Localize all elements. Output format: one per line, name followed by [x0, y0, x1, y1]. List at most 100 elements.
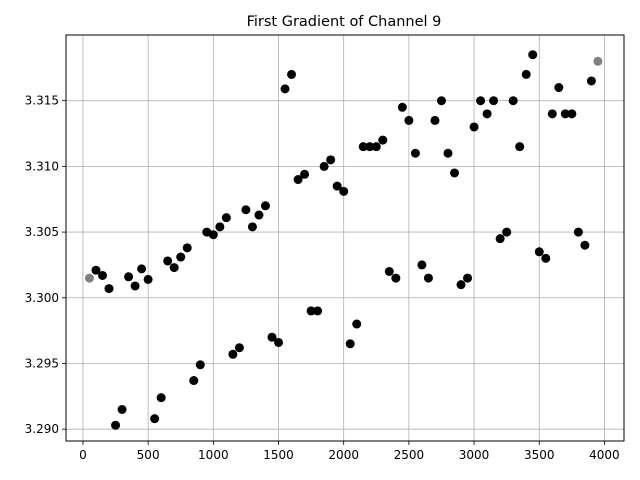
data-point [476, 96, 486, 106]
data-point [567, 109, 577, 119]
data-point [502, 227, 512, 237]
data-point [143, 274, 153, 284]
data-point [593, 56, 603, 66]
y-tick-label: 3.315 [25, 94, 59, 108]
y-tick-label: 3.310 [25, 159, 59, 173]
data-point [423, 273, 433, 283]
data-point [124, 272, 134, 282]
data-point [384, 267, 394, 277]
data-point [586, 76, 596, 86]
data-point [378, 135, 388, 145]
data-point [195, 360, 205, 370]
x-tick-label: 0 [79, 448, 87, 462]
data-point [104, 284, 114, 294]
data-point [489, 96, 499, 106]
data-point [521, 69, 531, 79]
data-point [541, 253, 551, 263]
data-point [182, 243, 192, 253]
data-point [221, 213, 231, 223]
data-point [156, 393, 166, 403]
y-tick-label: 3.300 [25, 291, 59, 305]
data-point [280, 84, 290, 94]
data-point [515, 142, 525, 152]
x-axis: 0 500 1000 1500 2000 2500 3000 3500 4000 [79, 441, 620, 462]
data-point [404, 115, 414, 125]
data-point [319, 161, 329, 171]
data-point [208, 230, 218, 240]
data-point [260, 201, 270, 211]
y-tick-label: 3.305 [25, 225, 59, 239]
data-point [339, 186, 349, 196]
data-point [247, 222, 257, 232]
y-tick-label: 3.290 [25, 422, 59, 436]
data-point [326, 155, 336, 165]
y-tick-label: 3.295 [25, 356, 59, 370]
data-point [456, 280, 466, 290]
data-point [450, 168, 460, 178]
data-points [84, 50, 603, 430]
data-point [130, 281, 140, 291]
data-point [547, 109, 557, 119]
data-point [84, 273, 94, 283]
data-point [91, 265, 101, 275]
data-point [189, 376, 199, 386]
data-point [463, 273, 473, 283]
data-point [554, 83, 564, 93]
data-point [560, 109, 570, 119]
data-point [300, 169, 310, 179]
data-point [534, 247, 544, 257]
x-tick-label: 3500 [524, 448, 555, 462]
data-point [267, 332, 277, 342]
data-point [117, 404, 127, 414]
data-point [580, 240, 590, 250]
data-point [163, 256, 173, 266]
data-point [345, 339, 355, 349]
data-point [137, 264, 147, 274]
x-tick-label: 2500 [394, 448, 425, 462]
data-point [573, 227, 583, 237]
x-tick-label: 4000 [589, 448, 620, 462]
data-point [495, 234, 505, 244]
data-point [528, 50, 538, 60]
x-tick-label: 500 [137, 448, 160, 462]
data-point [98, 270, 108, 280]
data-point [417, 260, 427, 270]
data-point [436, 96, 446, 106]
data-point [469, 122, 479, 132]
data-point [287, 69, 297, 79]
data-point [176, 252, 186, 262]
data-point [169, 263, 179, 273]
data-point [410, 148, 420, 158]
data-point [293, 175, 303, 185]
data-point [274, 337, 284, 347]
data-point [365, 142, 375, 152]
data-point [215, 222, 225, 232]
data-point [508, 96, 518, 106]
data-point [352, 319, 362, 329]
data-point [332, 181, 342, 191]
data-point [482, 109, 492, 119]
chart-title: First Gradient of Channel 9 [247, 14, 442, 30]
y-axis: 3.290 3.295 3.300 3.305 3.310 3.315 [25, 94, 66, 436]
data-point [371, 142, 381, 152]
data-point [228, 349, 238, 359]
data-point [234, 343, 244, 353]
data-point [358, 142, 368, 152]
x-tick-label: 1000 [198, 448, 229, 462]
plot-area-frame [65, 34, 625, 442]
grid-lines [66, 35, 624, 441]
data-point [254, 210, 264, 220]
data-point [306, 306, 316, 316]
x-tick-label: 3000 [459, 448, 490, 462]
data-point [313, 306, 323, 316]
data-point [430, 115, 440, 125]
data-point [150, 414, 160, 424]
x-tick-label: 1500 [263, 448, 294, 462]
x-tick-label: 2000 [328, 448, 359, 462]
data-point [111, 420, 121, 430]
data-point [397, 102, 407, 112]
data-point [443, 148, 453, 158]
data-point [391, 273, 401, 283]
